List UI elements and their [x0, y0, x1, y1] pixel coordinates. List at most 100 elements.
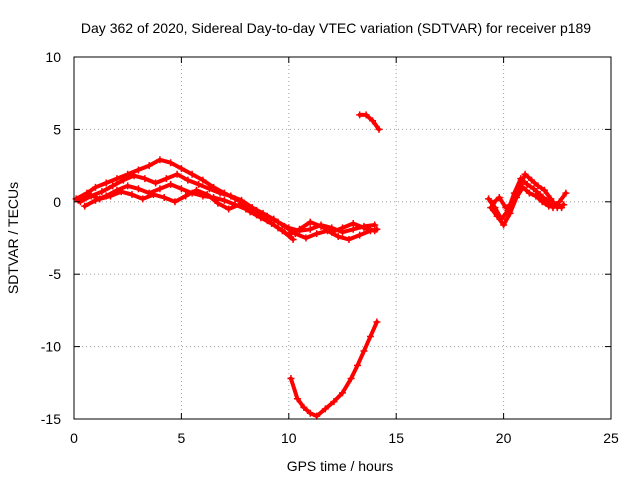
data-point — [203, 191, 211, 199]
data-point — [560, 201, 568, 209]
data-point — [117, 188, 125, 196]
data-point — [375, 125, 383, 133]
x-axis-title: GPS time / hours — [287, 458, 394, 474]
data-point — [156, 156, 164, 164]
data-point — [356, 231, 364, 239]
data-point — [545, 202, 553, 210]
data-point — [130, 172, 138, 180]
data-point — [487, 204, 495, 212]
data-point — [171, 198, 179, 206]
data-point — [495, 193, 503, 201]
data-point — [339, 224, 346, 232]
data-point — [214, 199, 222, 207]
data-point — [523, 180, 531, 188]
data-point — [538, 198, 546, 206]
data-point — [362, 111, 370, 119]
data-point — [532, 192, 540, 200]
x-tick-label: 15 — [388, 430, 404, 446]
data-point — [259, 209, 267, 217]
data-point — [521, 170, 529, 178]
data-point — [192, 186, 200, 194]
data-point — [167, 159, 175, 167]
data-point — [177, 185, 185, 193]
y-tick-label: 10 — [45, 49, 61, 65]
data-point — [313, 230, 321, 238]
data-point — [268, 220, 276, 228]
data-point — [360, 224, 368, 232]
data-point — [91, 183, 99, 191]
x-tick-label: 25 — [603, 430, 619, 446]
x-tick-label: 5 — [178, 430, 186, 446]
data-point — [220, 196, 228, 204]
data-point — [177, 164, 185, 172]
data-point — [313, 412, 321, 420]
data-point — [216, 189, 224, 197]
data-point — [508, 199, 516, 207]
series-line-track-3 — [82, 182, 377, 238]
data-point — [199, 176, 207, 184]
data-point — [287, 374, 295, 382]
series-group — [72, 111, 570, 420]
data-point — [188, 170, 196, 178]
data-point — [173, 170, 181, 178]
data-point — [515, 186, 523, 194]
data-point — [139, 195, 147, 203]
data-point — [321, 405, 329, 413]
data-point — [281, 222, 289, 230]
data-point — [74, 196, 82, 204]
data-point — [141, 175, 149, 183]
data-point — [235, 201, 243, 209]
data-point — [107, 192, 115, 200]
data-point — [347, 374, 355, 382]
data-point — [85, 191, 93, 199]
data-point — [530, 185, 538, 193]
data-point — [547, 195, 555, 203]
data-point — [167, 180, 175, 188]
data-point — [356, 111, 364, 119]
data-point — [149, 191, 157, 199]
data-point — [162, 175, 170, 183]
data-point — [160, 193, 168, 201]
data-point — [525, 189, 533, 197]
data-point — [540, 186, 548, 194]
data-point — [493, 212, 501, 220]
y-tick-label: 0 — [53, 194, 61, 210]
data-point — [124, 182, 132, 190]
chart-title: Day 362 of 2020, Sidereal Day-to-day VTE… — [81, 20, 591, 36]
data-point — [306, 218, 314, 226]
data-point — [109, 182, 117, 190]
data-point — [536, 191, 544, 199]
data-point — [373, 318, 381, 326]
data-point — [334, 233, 342, 241]
data-point — [102, 179, 110, 187]
y-tick-label: -10 — [41, 339, 61, 355]
data-point — [300, 403, 308, 411]
data-point — [354, 361, 362, 369]
data-point — [345, 235, 353, 243]
data-point — [489, 199, 497, 207]
y-axis-title: SDTVAR / TECUs — [5, 182, 21, 294]
data-point — [371, 227, 379, 235]
data-point — [227, 192, 235, 200]
data-point — [128, 191, 136, 199]
data-point — [330, 398, 338, 406]
data-point — [246, 208, 254, 216]
x-tick-label: 10 — [281, 430, 297, 446]
plot-frame — [73, 56, 612, 420]
data-point — [248, 204, 256, 212]
data-point — [184, 176, 192, 184]
data-point — [506, 209, 514, 217]
data-point — [502, 204, 510, 212]
data-point — [145, 162, 153, 170]
data-point — [555, 198, 563, 206]
data-point — [306, 225, 314, 233]
y-tick-label: 5 — [53, 121, 61, 137]
series-line-track-9 — [490, 172, 566, 210]
data-point — [257, 214, 265, 222]
axis-ticks — [73, 56, 612, 420]
data-point — [302, 234, 310, 242]
data-point — [238, 196, 246, 204]
data-point — [134, 185, 142, 193]
data-point — [205, 185, 213, 193]
